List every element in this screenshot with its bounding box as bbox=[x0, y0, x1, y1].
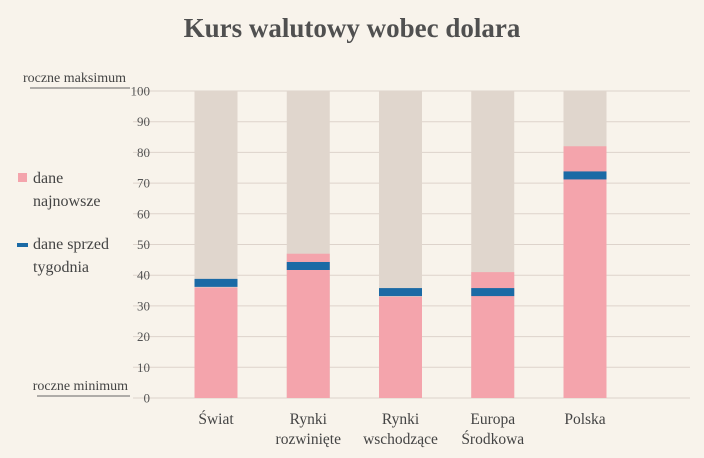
y-tick-label: 20 bbox=[137, 329, 150, 344]
legend-label: najnowsze bbox=[33, 193, 101, 210]
bar-latest bbox=[286, 253, 330, 398]
y-tick-label: 30 bbox=[137, 298, 150, 313]
y-axis: 0 10 20 30 40 50 60 70 80 90 100 bbox=[131, 84, 151, 406]
x-tick-label: Polska bbox=[564, 411, 605, 428]
legend-swatch-latest bbox=[18, 173, 27, 182]
marker-previous-week bbox=[379, 288, 422, 297]
y-tick-label: 100 bbox=[131, 84, 151, 99]
x-tick-label: rozwinięte bbox=[276, 431, 342, 448]
x-axis: Świat Rynki rozwinięte Rynki wschodzące Europ… bbox=[198, 411, 605, 448]
bar-latest bbox=[194, 287, 238, 398]
annual-min-label: roczne minimum bbox=[33, 379, 128, 394]
bars bbox=[194, 91, 607, 398]
annual-max-label: roczne maksimum bbox=[23, 71, 126, 86]
legend-swatch-previous bbox=[17, 243, 28, 247]
x-tick-label: Rynki bbox=[382, 411, 420, 428]
y-tick-label: 60 bbox=[137, 206, 150, 221]
y-tick-label: 90 bbox=[137, 114, 150, 129]
y-range-labels: roczne maksimum roczne minimum bbox=[23, 71, 130, 397]
x-tick-label: Świat bbox=[198, 411, 234, 428]
x-tick-label: Rynki bbox=[290, 411, 328, 428]
y-tick-label: 70 bbox=[137, 176, 150, 191]
x-tick-label: Europa bbox=[470, 411, 515, 428]
bar-latest bbox=[379, 296, 422, 398]
legend-label: dane sprzed bbox=[33, 236, 109, 253]
x-tick-label: Środkowa bbox=[461, 431, 524, 448]
y-tick-label: 0 bbox=[144, 391, 151, 406]
legend-label: dane bbox=[33, 170, 63, 187]
marker-previous-week bbox=[194, 278, 238, 287]
y-tick-label: 40 bbox=[137, 268, 150, 283]
marker-previous-week bbox=[471, 288, 515, 297]
marker-previous-week bbox=[286, 261, 330, 270]
bar-latest bbox=[563, 146, 607, 398]
y-tick-label: 10 bbox=[137, 360, 150, 375]
marker-previous-week bbox=[563, 171, 607, 180]
legend: dane najnowsze dane sprzed tygodnia bbox=[17, 170, 109, 276]
chart-title: Kurs walutowy wobec dolara bbox=[184, 13, 521, 43]
y-tick-label: 50 bbox=[137, 237, 150, 252]
legend-label: tygodnia bbox=[33, 259, 89, 276]
y-tick-label: 80 bbox=[137, 145, 150, 160]
x-tick-label: wschodzące bbox=[363, 431, 438, 448]
